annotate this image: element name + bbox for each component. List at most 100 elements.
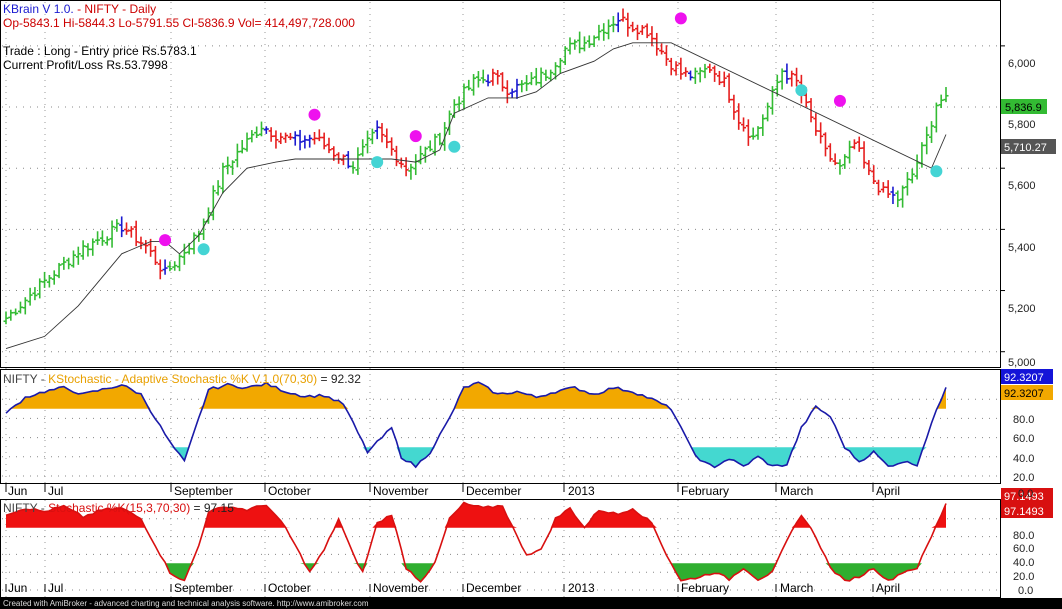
price-bar — [663, 45, 669, 66]
price-bar — [606, 19, 612, 40]
stoch-panel-title: NIFTY - Stochastic %K(15,3,70,30) = 97.1… — [3, 501, 234, 515]
price-bar — [312, 131, 318, 145]
header-ohlc: Op-5843.1 Hi-5844.3 Lo-5791.55 Cl-5836.9… — [3, 16, 355, 30]
price-bar — [639, 25, 645, 35]
price-bar — [331, 146, 337, 161]
price-bar — [374, 120, 380, 140]
price-bar — [856, 136, 862, 152]
price-bar — [307, 134, 313, 148]
price-tick: 5,400 — [1008, 242, 1036, 254]
price-bar — [283, 132, 289, 143]
kstoch-tick: 20.0 — [1013, 472, 1034, 484]
price-tick: 5,200 — [1008, 303, 1036, 315]
price-bar — [61, 256, 67, 270]
price-bar — [66, 257, 72, 270]
stoch-name: Stochastic %K(15,3,70,30) — [48, 501, 190, 515]
price-bar — [292, 131, 298, 146]
kstoch-panel-frame — [0, 369, 1001, 484]
price-bar — [596, 24, 602, 41]
price-bar — [254, 126, 260, 139]
footer-credit: Created with AmiBroker - advanced charti… — [3, 599, 369, 608]
price-bar — [760, 114, 766, 136]
price-bar — [99, 230, 105, 246]
price-bar — [943, 87, 949, 103]
price-bar — [215, 180, 221, 196]
footer-bar — [0, 598, 1062, 609]
price-bar — [885, 180, 891, 198]
sell-signal-marker — [308, 108, 321, 121]
price-bar — [789, 70, 795, 87]
month-label: Jun — [8, 484, 27, 498]
price-bar — [861, 141, 867, 169]
price-bar — [230, 160, 236, 175]
kstoch-tick: 0.0 — [1018, 488, 1033, 500]
month-label: September — [174, 484, 233, 498]
price-bar — [133, 220, 139, 247]
price-bar — [702, 63, 708, 79]
kstoch-badge-fill — [1001, 385, 1053, 400]
price-bar — [904, 172, 910, 196]
header-pnl: Current Profit/Loss Rs.53.7998 — [3, 58, 168, 72]
stoch-tick: 20.0 — [1013, 571, 1034, 583]
price-bar — [422, 146, 428, 163]
price-bar — [615, 12, 621, 33]
price-bar — [591, 35, 597, 48]
sell-signal-marker — [833, 94, 846, 107]
stoch-value: = 97.15 — [190, 501, 234, 515]
price-bar — [634, 24, 640, 41]
month-label: March — [780, 581, 813, 595]
trailing-stop-line — [5, 42, 947, 350]
month-axis-upper: Jun Jul September October November Decem… — [8, 484, 900, 498]
price-bar — [355, 147, 361, 175]
price-bar — [456, 96, 462, 112]
price-bar — [871, 165, 877, 185]
stoch-oversold-fill — [6, 563, 946, 582]
month-label: December — [466, 581, 521, 595]
price-bar — [654, 32, 660, 56]
kstoch-tick: 80.0 — [1013, 414, 1034, 426]
price-bar — [933, 102, 939, 133]
price-bar — [340, 154, 346, 166]
price-bar — [90, 238, 96, 256]
price-bar — [765, 102, 771, 122]
stoch-tick: 80.0 — [1013, 530, 1034, 542]
price-bar — [167, 261, 173, 272]
price-bar — [577, 31, 583, 54]
stoch-badge-line — [1001, 488, 1053, 503]
month-label: November — [373, 484, 428, 498]
price-bar — [384, 128, 390, 149]
price-bar — [408, 163, 414, 180]
month-label: December — [466, 484, 521, 498]
price-bar — [909, 168, 915, 184]
price-bar — [625, 12, 631, 37]
price-bar — [56, 262, 62, 279]
month-label: November — [373, 581, 428, 595]
month-label: March — [780, 484, 813, 498]
buy-signal-marker — [371, 156, 384, 169]
price-tick: 5,800 — [1008, 119, 1036, 131]
price-bar — [234, 143, 240, 168]
buy-signal-marker — [930, 165, 943, 178]
price-bar — [620, 8, 626, 22]
price-bar — [95, 231, 101, 245]
price-bar — [538, 67, 544, 88]
stoch-badge-fill — [1001, 503, 1053, 518]
price-bar — [557, 58, 563, 74]
price-tick: 6,000 — [1008, 58, 1036, 70]
price-bar — [22, 297, 28, 315]
price-bar — [895, 190, 901, 208]
price-bar — [784, 63, 790, 84]
kstoch-line — [5, 381, 947, 469]
price-bar — [157, 259, 163, 280]
header-app-name: KBrain V 1.0. - NIFTY - Daily — [3, 2, 156, 16]
price-bar — [114, 219, 120, 232]
price-bar — [27, 287, 33, 306]
kstoch-panel-title: NIFTY - KStochastic - Adaptive Stochasti… — [3, 372, 361, 386]
price-bar — [659, 43, 665, 55]
price-bar — [8, 309, 14, 321]
price-bar — [258, 121, 264, 137]
price-bar — [46, 275, 52, 288]
price-bar — [827, 143, 833, 162]
price-bar — [70, 250, 76, 268]
price-bar — [85, 243, 91, 257]
